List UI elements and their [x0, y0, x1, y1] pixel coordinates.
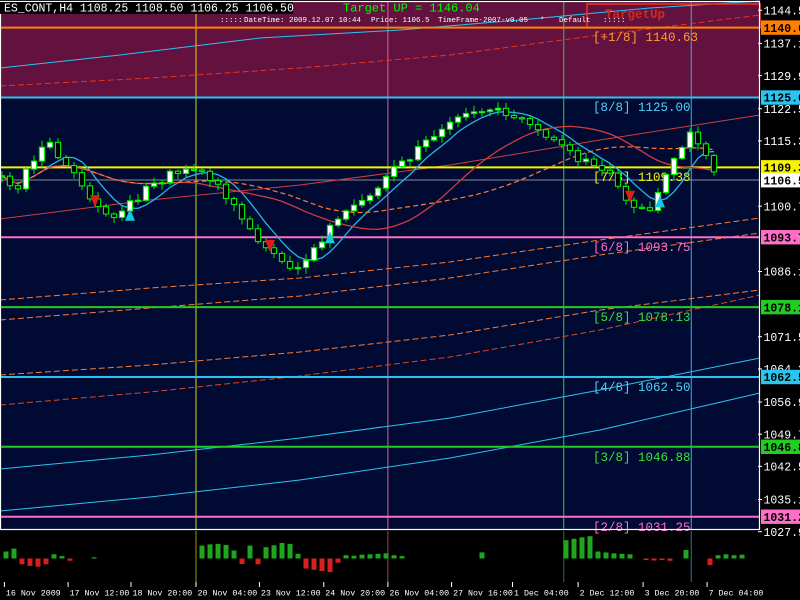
svg-text:3 Dec 20:00: 3 Dec 20:00 — [645, 590, 700, 599]
svg-text:1093.75: 1093.75 — [764, 232, 800, 245]
svg-text:1140.63: 1140.63 — [764, 23, 800, 36]
svg-text:1086.10: 1086.10 — [764, 267, 800, 280]
svg-text:Target UP = 1146.04: Target UP = 1146.04 — [343, 2, 480, 16]
svg-text:[5/8] 1078.13: [5/8] 1078.13 — [593, 311, 691, 325]
svg-text:1137.10: 1137.10 — [764, 39, 800, 52]
svg-text:1106.50: 1106.50 — [764, 175, 800, 188]
svg-text:[3/8] 1046.88: [3/8] 1046.88 — [593, 451, 691, 465]
svg-text:1122.50: 1122.50 — [764, 104, 800, 117]
svg-text:[2/8] 1031.25: [2/8] 1031.25 — [593, 521, 691, 535]
svg-text:18 Nov 20:00: 18 Nov 20:00 — [133, 590, 193, 599]
svg-text:1078.13: 1078.13 — [764, 302, 800, 315]
svg-text:[8/8] 1125.00: [8/8] 1125.00 — [593, 101, 691, 115]
svg-text:1027.90: 1027.90 — [764, 527, 800, 540]
svg-text:1 Dec 04:00: 1 Dec 04:00 — [514, 590, 569, 599]
svg-text:1035.10: 1035.10 — [764, 495, 800, 508]
svg-text:26 Nov 04:00: 26 Nov 04:00 — [389, 590, 449, 599]
svg-text:20 Nov 04:00: 20 Nov 04:00 — [198, 590, 258, 599]
svg-text:1129.90: 1129.90 — [764, 71, 800, 84]
svg-text:*: * — [540, 17, 545, 25]
svg-text:ES_CONT,H4 1108.25 1108.50 11: ES_CONT,H4 1108.25 1108.50 1106.25 1106.… — [4, 3, 294, 16]
svg-text:23 Nov 12:00: 23 Nov 12:00 — [261, 590, 321, 599]
svg-text:1046.88: 1046.88 — [764, 442, 800, 455]
svg-text:Default: Default — [559, 17, 591, 25]
svg-text:Price: 1106.5: Price: 1106.5 — [371, 17, 430, 25]
svg-text:16 Nov 2009: 16 Nov 2009 — [6, 590, 61, 599]
svg-text:27 Nov 16:00: 27 Nov 16:00 — [453, 590, 513, 599]
svg-text:1100.70: 1100.70 — [764, 201, 800, 214]
svg-text:[4/8] 1062.50: [4/8] 1062.50 — [593, 381, 691, 395]
svg-text:[+1/8] 1140.63: [+1/8] 1140.63 — [593, 31, 698, 45]
svg-text:7 Dec 04:00: 7 Dec 04:00 — [709, 590, 764, 599]
svg-text:[6/8] 1093.75: [6/8] 1093.75 — [593, 241, 691, 255]
svg-text:1115.30: 1115.30 — [764, 136, 800, 149]
svg-text:DateTime: 2009.12.07 10:44: DateTime: 2009.12.07 10:44 — [244, 17, 362, 25]
svg-text:2 Dec 12:00: 2 Dec 12:00 — [580, 590, 635, 599]
svg-text:1062.50: 1062.50 — [764, 372, 800, 385]
svg-text:24 Nov 20:00: 24 Nov 20:00 — [325, 590, 385, 599]
svg-text::::::: ::::: — [603, 17, 626, 25]
svg-text:1056.90: 1056.90 — [764, 397, 800, 410]
svg-text:1042.50: 1042.50 — [764, 462, 800, 475]
svg-text:TimeFrame-2007-v0.05: TimeFrame-2007-v0.05 — [438, 17, 529, 25]
svg-text:1031.25: 1031.25 — [764, 512, 800, 525]
svg-text::::::: ::::: — [220, 17, 243, 25]
svg-text:17 Nov 12:00: 17 Nov 12:00 — [70, 590, 130, 599]
svg-text:1144.50: 1144.50 — [764, 6, 800, 19]
svg-text:1071.50: 1071.50 — [764, 332, 800, 345]
